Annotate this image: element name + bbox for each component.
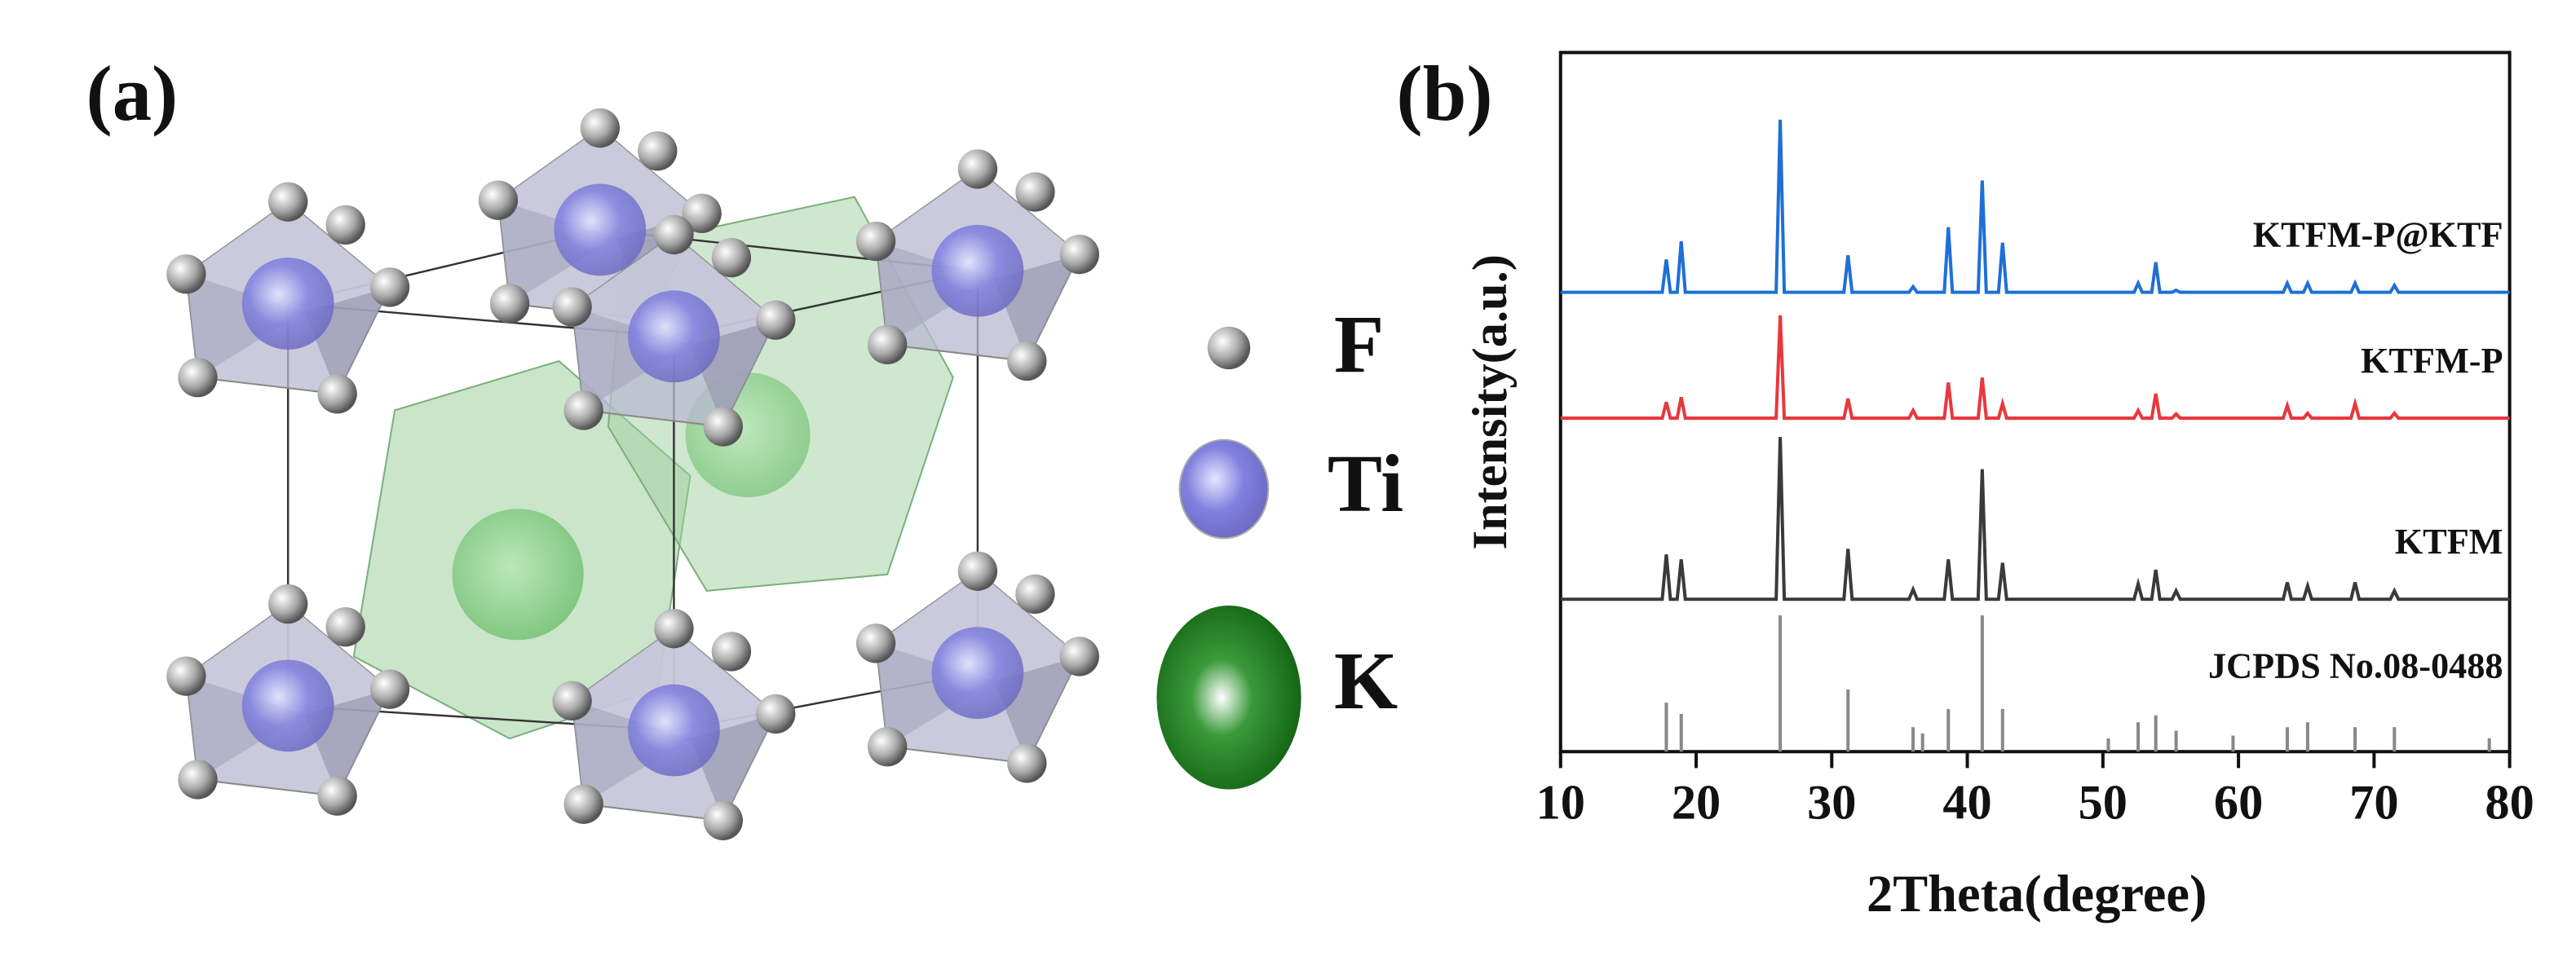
crystal-structure (166, 107, 1100, 841)
x-tick-label: 10 (1536, 776, 1585, 831)
series-label: KTFM-P@KTF (2253, 214, 2503, 254)
plot-frame (1558, 51, 2512, 754)
reference-label: JCPDS No.08-0488 (2208, 646, 2503, 686)
x-tick-label: 50 (2079, 776, 2128, 831)
y-axis-label: Intensity(a.u.) (1463, 254, 1518, 549)
x-tick-label: 40 (1942, 776, 1991, 831)
structure-legend: F Ti K (1156, 298, 1403, 790)
x-tick-label: 30 (1807, 776, 1856, 831)
series-label: KTFM (2395, 522, 2503, 562)
legend-label: Ti (1328, 438, 1403, 529)
xrd-pattern (1560, 119, 2510, 294)
xrd-pattern (1560, 437, 2510, 601)
x-tick-label: 60 (2214, 776, 2263, 831)
panel-label: (b) (1396, 50, 1492, 137)
x-tick-label: 80 (2485, 776, 2534, 831)
ti-atom-icon (1178, 438, 1270, 540)
x-axis-label: 2Theta(degree) (1867, 865, 2207, 923)
f-atom-icon (1207, 326, 1251, 370)
series-label: KTFM-P (2361, 341, 2503, 381)
legend-label: K (1334, 635, 1398, 726)
legend-label: F (1334, 298, 1385, 390)
x-tick-label: 20 (1672, 776, 1721, 831)
x-tick-label: 70 (2349, 776, 2398, 831)
panel-label: (a) (86, 50, 179, 137)
xrd-pattern (1560, 315, 2510, 421)
k-atom-icon (1156, 606, 1301, 790)
